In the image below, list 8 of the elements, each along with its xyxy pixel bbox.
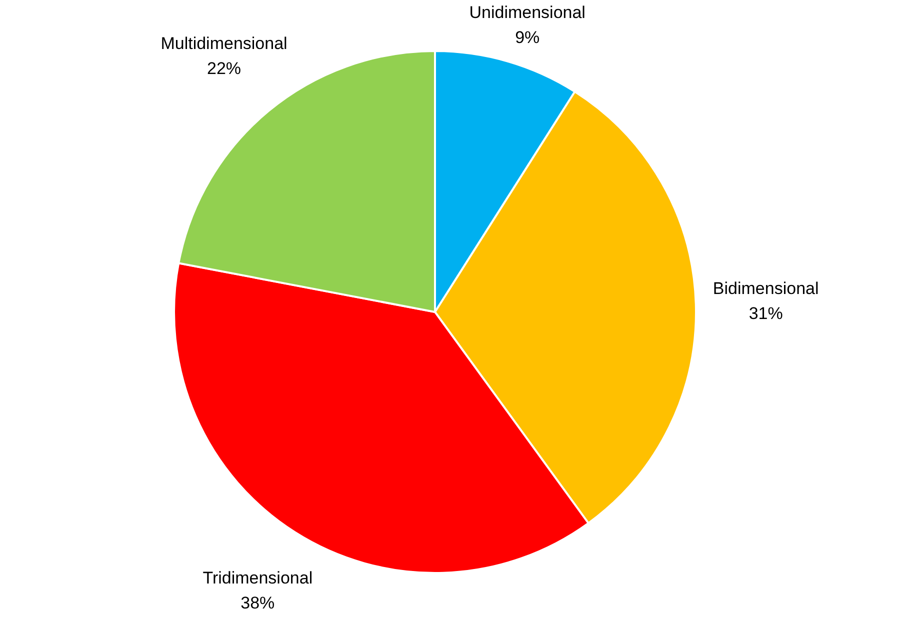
data-label: 31% (748, 304, 783, 323)
slice-label: Tridimensional (202, 568, 313, 588)
data-label: 9% (515, 28, 540, 48)
data-label: 38% (240, 594, 275, 613)
slice-label: Unidimensional (469, 3, 586, 22)
data-label: 22% (206, 59, 242, 78)
slice-label: Multidimensional (160, 34, 288, 54)
slice-label: Bidimensional (712, 278, 819, 298)
